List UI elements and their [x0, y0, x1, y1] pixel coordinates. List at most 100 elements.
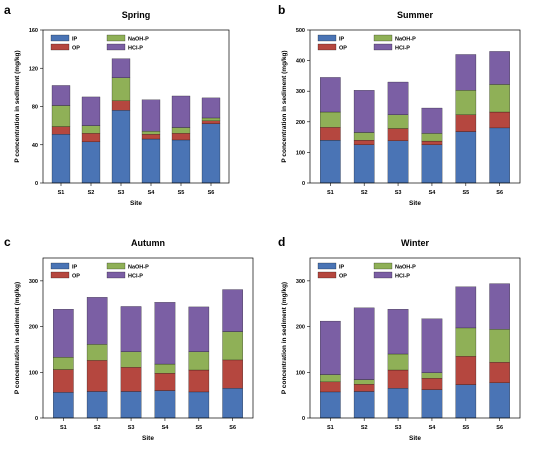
legend: IP OP NaOH-P HCl-P [317, 34, 416, 51]
bar-s4-op [421, 140, 443, 145]
y-axis-label: P concentration in sediment (mg/kg) [281, 282, 288, 394]
x-tick-label: S1 [58, 190, 65, 196]
legend-label: OP [339, 273, 347, 279]
bar-s1-op [320, 381, 341, 393]
bar-s5-ip [171, 139, 191, 184]
bar-s2-hcl-p [353, 90, 375, 133]
bar-s5-ip [188, 391, 210, 419]
legend-swatch-ip [317, 262, 337, 270]
bar-s1-naoh-p [320, 111, 341, 128]
bar-s6-hcl-p [222, 289, 243, 332]
chart-title: Winter [401, 238, 429, 248]
bar-s5-ip [455, 384, 477, 419]
bar-s6-naoh-p [489, 329, 510, 363]
bar-s3-ip [120, 391, 142, 419]
bar-s2-ip [353, 391, 375, 419]
bar-s1-ip [53, 392, 74, 419]
bar-s2-naoh-p [81, 125, 101, 134]
bar-s3-op [111, 100, 131, 111]
bar-s2-hcl-p [81, 96, 101, 126]
bar-s3-naoh-p [387, 114, 409, 129]
panel-letter: b [278, 3, 285, 17]
x-tick-label: S6 [208, 190, 215, 196]
bar-s3-op [387, 128, 409, 141]
legend-label: HCl-P [395, 273, 410, 279]
legend: IP OP NaOH-P HCl-P [317, 262, 416, 279]
bar-s2-naoh-p [86, 344, 108, 361]
x-tick-label: S4 [148, 190, 156, 196]
x-tick-label: S5 [462, 425, 469, 431]
bar-s4-op [421, 378, 443, 390]
y-tick-label: 0 [35, 416, 38, 422]
panel-letter: c [4, 235, 11, 249]
bar-s5-hcl-p [171, 95, 191, 128]
bar-s3-naoh-p [387, 353, 409, 371]
bar-s2-ip [86, 391, 108, 419]
legend-swatch-naoh-p [106, 34, 126, 42]
x-tick-label: S1 [327, 425, 334, 431]
legend-label: HCl-P [128, 45, 143, 51]
bar-s4-ip [141, 138, 161, 184]
bar-s4-ip [154, 390, 176, 419]
bar-s2-hcl-p [353, 307, 375, 380]
legend-label: NaOH-P [395, 264, 416, 270]
bar-s5-naoh-p [188, 351, 210, 371]
x-tick-label: S1 [60, 425, 67, 431]
panel-b: b Summer 0 100 200 300 400 500 S1 S2 S3 S4 S5 S6 Site P… [278, 3, 521, 207]
y-tick-label: 0 [302, 181, 305, 187]
x-tick-label: S5 [178, 190, 185, 196]
legend-swatch-hcl-p [106, 43, 126, 51]
bar-s1-naoh-p [320, 374, 341, 383]
y-axis-label: P concentration in sediment (mg/kg) [14, 282, 21, 394]
x-tick-label: S2 [88, 190, 95, 196]
bar-s5-naoh-p [455, 327, 477, 357]
panel-a: a Spring 0 40 80 120 160 S1 S2 S3 S4 S5 S6 Site P conc… [4, 3, 230, 207]
bar-s5-ip [455, 131, 477, 184]
y-tick-label: 80 [32, 105, 38, 111]
bar-s2-hcl-p [86, 297, 108, 345]
bar-s3-ip [111, 110, 131, 184]
plot-frame [42, 257, 254, 419]
x-tick-label: S6 [229, 425, 236, 431]
plot-frame [309, 257, 521, 419]
x-tick-label: S3 [395, 190, 402, 196]
bar-s3-hcl-p [111, 58, 131, 78]
bar-s1-op [53, 369, 74, 393]
bar-s1-hcl-p [51, 85, 71, 106]
legend-label: IP [72, 36, 78, 42]
chart-title: Autumn [131, 238, 165, 248]
bar-s1-hcl-p [320, 320, 341, 375]
bar-s5-op [455, 356, 477, 385]
y-tick-label: 0 [302, 416, 305, 422]
bar-s4-ip [421, 144, 443, 184]
bar-s1-hcl-p [53, 309, 74, 358]
legend-swatch-naoh-p [106, 262, 126, 270]
bar-s1-ip [320, 140, 341, 184]
bar-s2-op [86, 360, 108, 392]
legend-swatch-op [50, 43, 70, 51]
legend-swatch-ip [50, 262, 70, 270]
x-axis-label: Site [142, 435, 154, 442]
bar-s1-ip [51, 134, 71, 184]
bar-s3-hcl-p [120, 306, 142, 352]
bar-s4-op [154, 373, 176, 391]
x-axis-label: Site [409, 435, 421, 442]
bar-s3-naoh-p [111, 77, 131, 101]
bar-s3-ip [387, 140, 409, 184]
x-tick-label: S1 [327, 190, 334, 196]
legend-label: IP [339, 264, 345, 270]
x-tick-label: S4 [429, 425, 437, 431]
legend-label: OP [72, 273, 80, 279]
bar-s6-naoh-p [201, 117, 221, 121]
bar-s3-op [120, 367, 142, 392]
legend-label: IP [339, 36, 345, 42]
panel-c: c Autumn 0 100 200 300 S1 S2 S3 S4 S5 S6 Site P conce… [4, 235, 254, 442]
y-tick-label: 100 [29, 370, 38, 376]
bar-s6-op [489, 111, 510, 129]
bar-s5-op [455, 114, 477, 132]
x-tick-label: S6 [496, 425, 503, 431]
legend-swatch-ip [50, 34, 70, 42]
bar-s3-ip [387, 388, 409, 419]
bar-s6-hcl-p [489, 283, 510, 330]
